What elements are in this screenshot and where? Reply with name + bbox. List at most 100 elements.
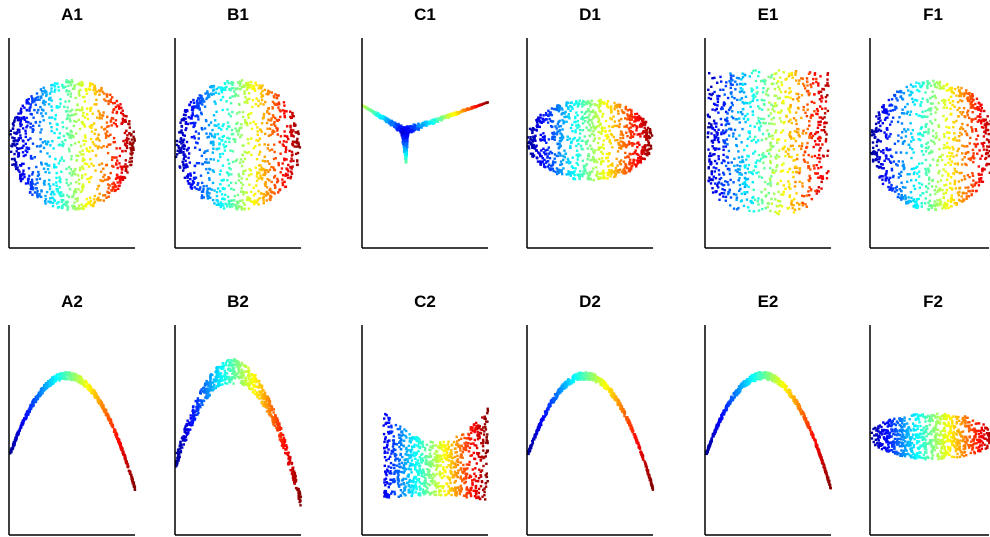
- data-point: [601, 173, 604, 176]
- data-point: [194, 146, 197, 149]
- data-point: [431, 119, 434, 122]
- data-point: [277, 161, 280, 165]
- data-point: [209, 158, 212, 161]
- data-point: [594, 159, 598, 162]
- data-point: [283, 180, 286, 184]
- data-point: [236, 121, 239, 125]
- data-point: [208, 95, 211, 98]
- data-point: [901, 186, 905, 189]
- data-point: [182, 164, 185, 167]
- data-point: [239, 135, 242, 139]
- data-point: [767, 108, 770, 111]
- data-point: [895, 151, 898, 154]
- data-point: [77, 118, 80, 122]
- data-point: [404, 149, 408, 152]
- data-point: [710, 93, 713, 97]
- data-point: [942, 168, 945, 171]
- data-point: [19, 136, 22, 140]
- data-point: [132, 148, 135, 152]
- data-point: [797, 107, 800, 110]
- data-point: [587, 119, 591, 122]
- data-point: [578, 125, 581, 128]
- data-point: [31, 182, 34, 185]
- data-point: [970, 102, 973, 105]
- data-point: [230, 187, 233, 190]
- data-point: [801, 77, 804, 80]
- data-point: [784, 154, 787, 158]
- data-point: [110, 158, 114, 161]
- data-point: [240, 123, 243, 126]
- data-point: [250, 173, 253, 176]
- data-point: [776, 183, 779, 186]
- data-point: [561, 108, 564, 111]
- data-point: [293, 122, 296, 125]
- data-point: [977, 119, 981, 122]
- data-point: [245, 177, 249, 181]
- data-point: [245, 100, 248, 103]
- data-point: [784, 139, 787, 142]
- data-point: [812, 77, 815, 81]
- data-point: [635, 129, 638, 132]
- data-point: [259, 102, 262, 105]
- data-point: [744, 171, 747, 175]
- data-point: [566, 115, 569, 118]
- data-point: [586, 100, 589, 103]
- data-point: [272, 115, 275, 118]
- data-point: [11, 142, 14, 146]
- data-point: [83, 158, 86, 162]
- data-point: [781, 129, 785, 132]
- data-point: [247, 84, 250, 87]
- data-point: [27, 138, 30, 142]
- data-point: [792, 159, 795, 162]
- data-point: [50, 129, 53, 133]
- data-point: [943, 201, 946, 205]
- data-point: [727, 149, 731, 153]
- data-point: [711, 77, 714, 80]
- data-point: [813, 154, 817, 158]
- data-point: [34, 97, 38, 100]
- data-point: [51, 201, 55, 205]
- data-point: [570, 101, 573, 104]
- data-point: [547, 152, 551, 155]
- data-point: [638, 125, 641, 128]
- data-point: [39, 138, 42, 141]
- data-point: [624, 151, 627, 155]
- data-point: [602, 139, 605, 142]
- data-point: [189, 183, 192, 186]
- data-point: [871, 129, 874, 132]
- data-point: [569, 171, 573, 174]
- data-point: [38, 124, 41, 127]
- data-point: [888, 135, 891, 138]
- data-point: [375, 111, 378, 114]
- data-point: [229, 168, 232, 171]
- data-point: [824, 100, 828, 103]
- data-point: [114, 185, 117, 188]
- data-point: [564, 152, 567, 156]
- data-point: [205, 132, 208, 135]
- data-point: [817, 90, 821, 93]
- data-point: [726, 96, 730, 100]
- data-point: [69, 92, 72, 95]
- data-point: [34, 103, 37, 106]
- data-point: [179, 130, 182, 133]
- data-point: [55, 105, 58, 108]
- data-point: [243, 157, 247, 161]
- data-point: [97, 196, 100, 199]
- data-point: [93, 194, 96, 198]
- data-point: [779, 76, 782, 79]
- data-point: [961, 158, 964, 161]
- data-point: [231, 110, 234, 114]
- data-point: [389, 122, 393, 126]
- data-point: [716, 184, 719, 187]
- data-point: [93, 103, 96, 106]
- data-point: [716, 138, 720, 142]
- data-point: [760, 80, 763, 83]
- data-point: [16, 166, 19, 169]
- data-point: [810, 85, 813, 89]
- data-point: [270, 180, 273, 184]
- data-point: [536, 125, 539, 128]
- data-point: [228, 140, 231, 144]
- data-point: [84, 203, 87, 206]
- data-point: [295, 142, 299, 145]
- data-point: [941, 153, 944, 157]
